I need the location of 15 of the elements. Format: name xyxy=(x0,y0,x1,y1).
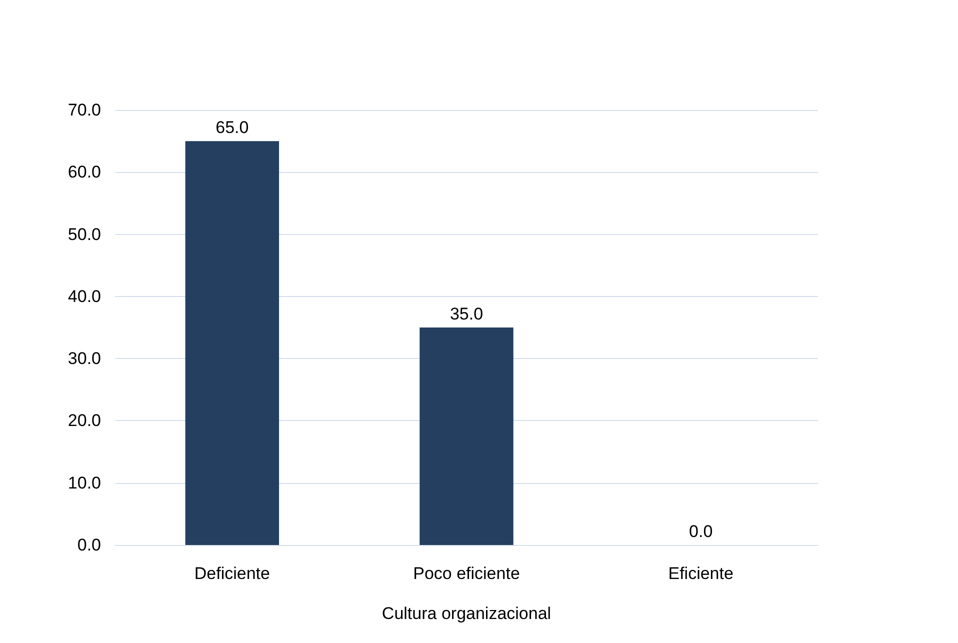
x-tick-label: Poco eficiente xyxy=(413,564,520,583)
y-tick-label: 40.0 xyxy=(68,286,101,306)
x-axis-title: Cultura organizacional xyxy=(382,604,552,623)
y-tick-label: 0.0 xyxy=(77,536,101,554)
y-tick-label: 30.0 xyxy=(68,349,101,368)
data-label: 35.0 xyxy=(450,304,484,324)
x-tick-label: Deficiente xyxy=(194,564,270,583)
y-tick-label: 10.0 xyxy=(68,473,101,492)
y-tick-label: 20.0 xyxy=(68,411,101,430)
x-tick-label: Eficiente xyxy=(668,564,734,583)
y-tick-label: 70.0 xyxy=(68,100,101,120)
data-label: 0.0 xyxy=(689,522,713,541)
y-tick-label: 50.0 xyxy=(68,224,101,244)
data-label: 65.0 xyxy=(216,118,249,138)
y-tick-label: 60.0 xyxy=(68,162,101,182)
